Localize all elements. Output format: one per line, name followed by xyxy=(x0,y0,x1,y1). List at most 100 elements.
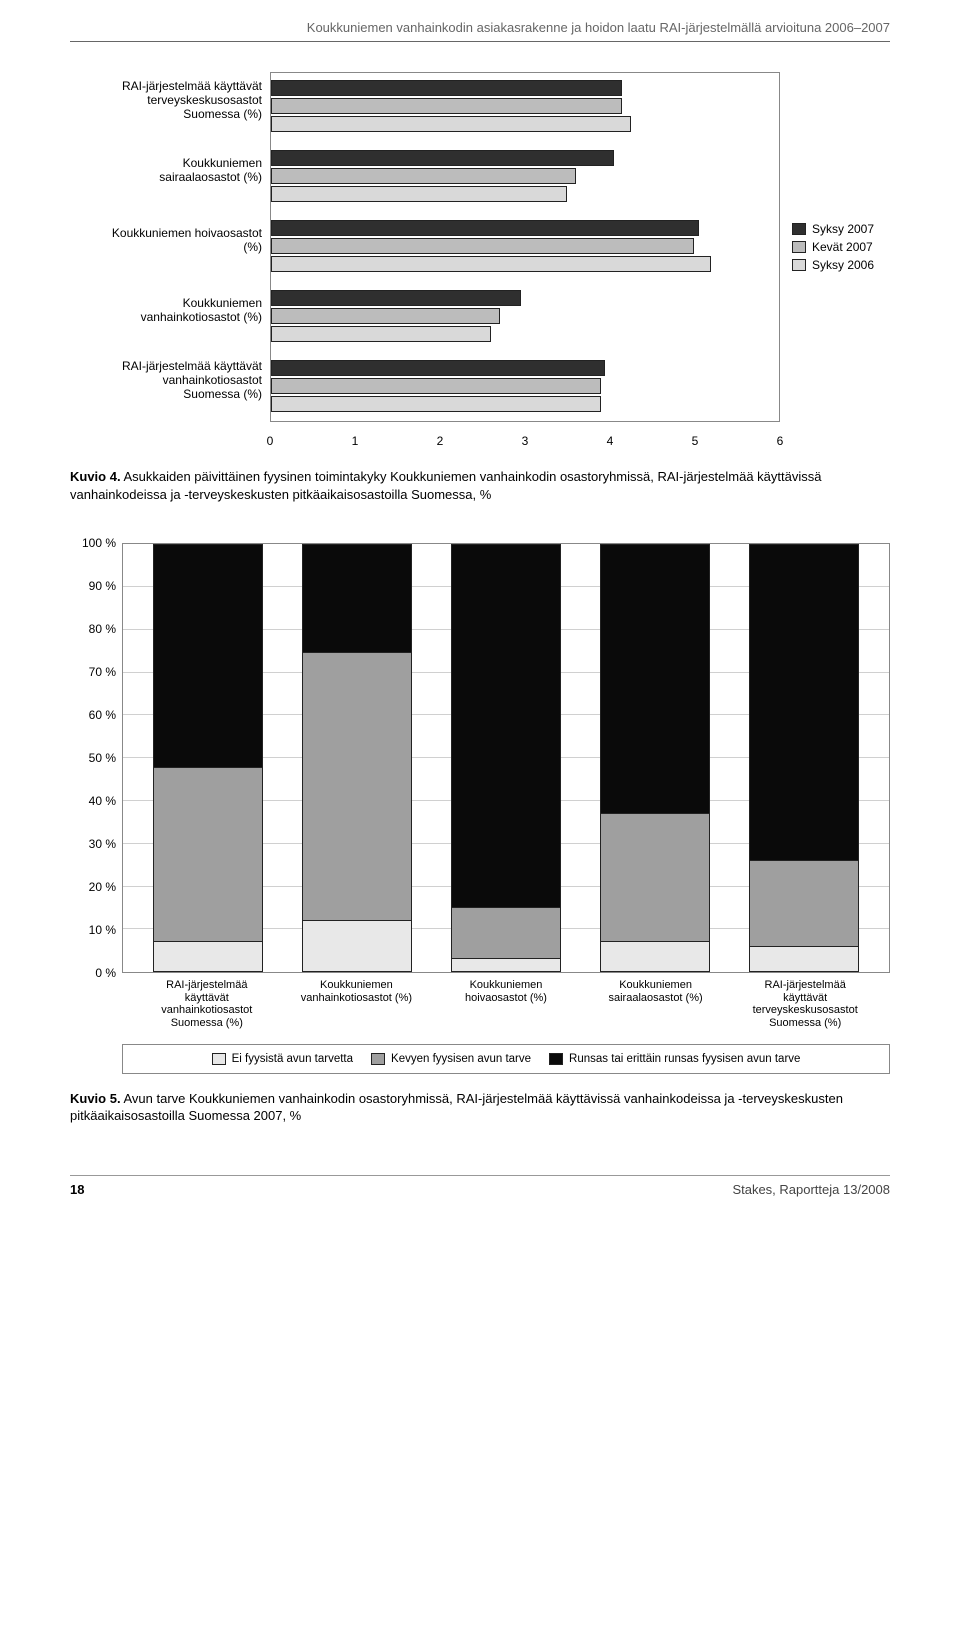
chart1-group-label: RAI-järjestelmää käyttävätterveyskeskuso… xyxy=(70,72,270,130)
chart2-segment xyxy=(154,545,262,767)
chart2-column xyxy=(749,544,859,972)
chart2-segment xyxy=(601,941,709,971)
chart1-group xyxy=(271,217,779,275)
chart1-xtick: 4 xyxy=(607,434,614,448)
chart1-bar xyxy=(271,168,576,184)
chart2-xlabel: RAI-järjestelmääkäyttävätvanhainkotiosas… xyxy=(142,979,272,1030)
chart2-segment xyxy=(601,545,709,813)
chart2-legend: Ei fyysistä avun tarvetta Kevyen fyysisen… xyxy=(122,1044,890,1074)
chart2-plot xyxy=(122,543,890,973)
chart1-xtick: 0 xyxy=(267,434,274,448)
chart1-group-label: Koukkuniemen hoivaosastot(%) xyxy=(70,212,270,270)
chart-kuvio5: 0 %10 %20 %30 %40 %50 %60 %70 %80 %90 %1… xyxy=(70,543,890,1074)
chart1-bar xyxy=(271,396,601,412)
legend-swatch xyxy=(792,259,806,271)
chart2-xlabel: Koukkuniemenhoivaosastot (%) xyxy=(441,979,571,1030)
chart1-bar xyxy=(271,80,622,96)
chart1-bar xyxy=(271,360,605,376)
chart2-yaxis: 0 %10 %20 %30 %40 %50 %60 %70 %80 %90 %1… xyxy=(70,543,122,973)
legend-label: Kevät 2007 xyxy=(812,240,873,254)
legend-swatch xyxy=(549,1053,563,1065)
page-header-title: Koukkuniemen vanhainkodin asiakasrakenne… xyxy=(70,20,890,42)
chart2-segment xyxy=(452,907,560,958)
chart1-xtick: 5 xyxy=(692,434,699,448)
caption-kuvio4-bold: Kuvio 4. xyxy=(70,469,121,484)
chart2-legend-item: Kevyen fyysisen avun tarve xyxy=(371,1053,531,1065)
chart1-xtick: 6 xyxy=(777,434,784,448)
chart1-bar xyxy=(271,186,567,202)
chart2-ytick: 90 % xyxy=(89,579,116,593)
footer-source: Stakes, Raportteja 13/2008 xyxy=(732,1182,890,1197)
chart1-bar xyxy=(271,116,631,132)
chart2-ytick: 50 % xyxy=(89,751,116,765)
chart2-xlabel: Koukkuniemensairaalaosastot (%) xyxy=(591,979,721,1030)
chart1-xtick: 2 xyxy=(437,434,444,448)
chart1-xtick: 1 xyxy=(352,434,359,448)
chart1-group-label: RAI-järjestelmää käyttävätvanhainkotiosa… xyxy=(70,352,270,410)
chart2-ytick: 80 % xyxy=(89,622,116,636)
chart2-xlabel: Koukkuniemenvanhainkotiosastot (%) xyxy=(291,979,421,1030)
caption-kuvio5: Kuvio 5. Avun tarve Koukkuniemen vanhain… xyxy=(70,1090,890,1125)
chart1-bar xyxy=(271,220,699,236)
chart2-xaxis: RAI-järjestelmääkäyttävätvanhainkotiosas… xyxy=(122,973,890,1030)
legend-swatch xyxy=(212,1053,226,1065)
chart2-segment xyxy=(452,545,560,907)
legend-swatch xyxy=(792,223,806,235)
chart2-column xyxy=(600,544,710,972)
chart1-xaxis: 0 1 2 3 4 5 6 xyxy=(270,432,890,452)
chart2-segment xyxy=(154,767,262,942)
chart2-column xyxy=(302,544,412,972)
chart1-group xyxy=(271,287,779,345)
chart-kuvio4: RAI-järjestelmää käyttävätterveyskeskuso… xyxy=(70,72,890,422)
chart1-group xyxy=(271,357,779,415)
page-number: 18 xyxy=(70,1182,84,1197)
chart2-segment xyxy=(154,941,262,971)
caption-kuvio4-text: Asukkaiden päivittäinen fyysinen toimint… xyxy=(70,469,821,502)
chart2-legend-item: Ei fyysistä avun tarvetta xyxy=(212,1053,353,1065)
chart2-xlabel: RAI-järjestelmääkäyttävätterveyskeskusos… xyxy=(740,979,870,1030)
chart2-ytick: 40 % xyxy=(89,794,116,808)
chart2-ytick: 100 % xyxy=(82,536,116,550)
chart2-ytick: 60 % xyxy=(89,708,116,722)
chart1-legend-item: Kevät 2007 xyxy=(792,240,890,254)
chart2-legend-item: Runsas tai erittäin runsas fyysisen avun… xyxy=(549,1053,800,1065)
legend-label: Runsas tai erittäin runsas fyysisen avun… xyxy=(569,1053,800,1065)
chart2-ytick: 70 % xyxy=(89,665,116,679)
chart2-segment xyxy=(750,860,858,945)
chart1-legend-item: Syksy 2006 xyxy=(792,258,890,272)
caption-kuvio4: Kuvio 4. Asukkaiden päivittäinen fyysine… xyxy=(70,468,890,503)
legend-swatch xyxy=(792,241,806,253)
legend-label: Kevyen fyysisen avun tarve xyxy=(391,1053,531,1065)
chart1-xtick: 3 xyxy=(522,434,529,448)
chart2-segment xyxy=(750,545,858,860)
chart1-bar xyxy=(271,326,491,342)
chart1-bar xyxy=(271,238,694,254)
chart1-group xyxy=(271,147,779,205)
legend-label: Syksy 2007 xyxy=(812,222,874,236)
chart2-ytick: 0 % xyxy=(95,966,116,980)
chart2-segment xyxy=(303,920,411,971)
chart1-legend: Syksy 2007 Kevät 2007 Syksy 2006 xyxy=(780,72,890,422)
chart2-segment xyxy=(303,545,411,652)
page-footer: 18 Stakes, Raportteja 13/2008 xyxy=(70,1175,890,1197)
legend-label: Syksy 2006 xyxy=(812,258,874,272)
chart2-column xyxy=(153,544,263,972)
caption-kuvio5-text: Avun tarve Koukkuniemen vanhainkodin osa… xyxy=(70,1091,843,1124)
chart2-segment xyxy=(750,946,858,972)
chart2-ytick: 30 % xyxy=(89,837,116,851)
chart1-legend-item: Syksy 2007 xyxy=(792,222,890,236)
chart2-segment xyxy=(601,813,709,941)
chart1-bar xyxy=(271,98,622,114)
caption-kuvio5-bold: Kuvio 5. xyxy=(70,1091,121,1106)
chart1-group xyxy=(271,77,779,135)
legend-label: Ei fyysistä avun tarvetta xyxy=(232,1053,353,1065)
legend-swatch xyxy=(371,1053,385,1065)
chart1-bar xyxy=(271,308,500,324)
chart1-bar xyxy=(271,150,614,166)
chart2-segment xyxy=(303,652,411,920)
chart1-group-label: Koukkuniemensairaalaosastot (%) xyxy=(70,142,270,200)
chart2-ytick: 10 % xyxy=(89,923,116,937)
chart1-bar xyxy=(271,256,711,272)
chart1-bar xyxy=(271,290,521,306)
chart1-bar xyxy=(271,378,601,394)
